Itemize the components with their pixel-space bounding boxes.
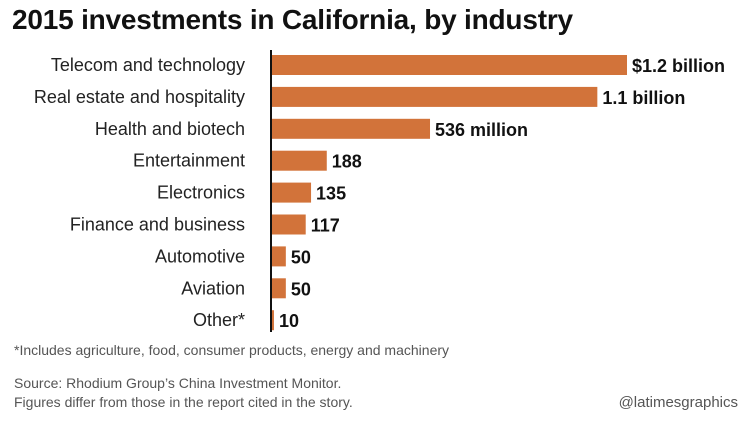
bar	[271, 55, 627, 75]
chart-title: 2015 investments in California, by indus…	[12, 4, 573, 35]
value-label: 188	[332, 152, 362, 172]
category-label: Finance and business	[70, 215, 245, 235]
value-label: 50	[291, 247, 311, 267]
category-label: Health and biotech	[95, 119, 245, 139]
bar	[271, 278, 286, 299]
category-label: Entertainment	[133, 151, 245, 171]
figures-note: Figures differ from those in the report …	[14, 394, 353, 410]
bar	[271, 246, 286, 267]
bar	[271, 182, 312, 203]
category-label: Electronics	[157, 183, 245, 203]
bar	[271, 86, 598, 107]
footnote: *Includes agriculture, food, consumer pr…	[14, 342, 450, 358]
value-label: 536 million	[435, 120, 528, 140]
category-label: Other*	[193, 310, 245, 330]
category-label: Automotive	[155, 246, 245, 266]
value-label: 1.1 billion	[602, 88, 685, 108]
value-label: 10	[279, 311, 299, 331]
value-label: 50	[291, 279, 311, 299]
bar-chart: Telecom and technology $1.2 billion Real e…	[34, 50, 725, 332]
category-label: Real estate and hospitality	[34, 87, 245, 107]
credit: @latimesgraphics	[618, 394, 738, 411]
bar	[271, 214, 306, 235]
category-label: Aviation	[181, 278, 245, 298]
value-label: 117	[311, 216, 340, 236]
bar	[271, 118, 431, 139]
bar	[271, 150, 327, 171]
value-label: $1.2 billion	[632, 56, 725, 76]
bar	[271, 310, 274, 331]
category-label: Telecom and technology	[51, 55, 245, 75]
value-label: 135	[316, 184, 346, 204]
source-line: Source: Rhodium Group’s China Investment…	[14, 375, 342, 391]
